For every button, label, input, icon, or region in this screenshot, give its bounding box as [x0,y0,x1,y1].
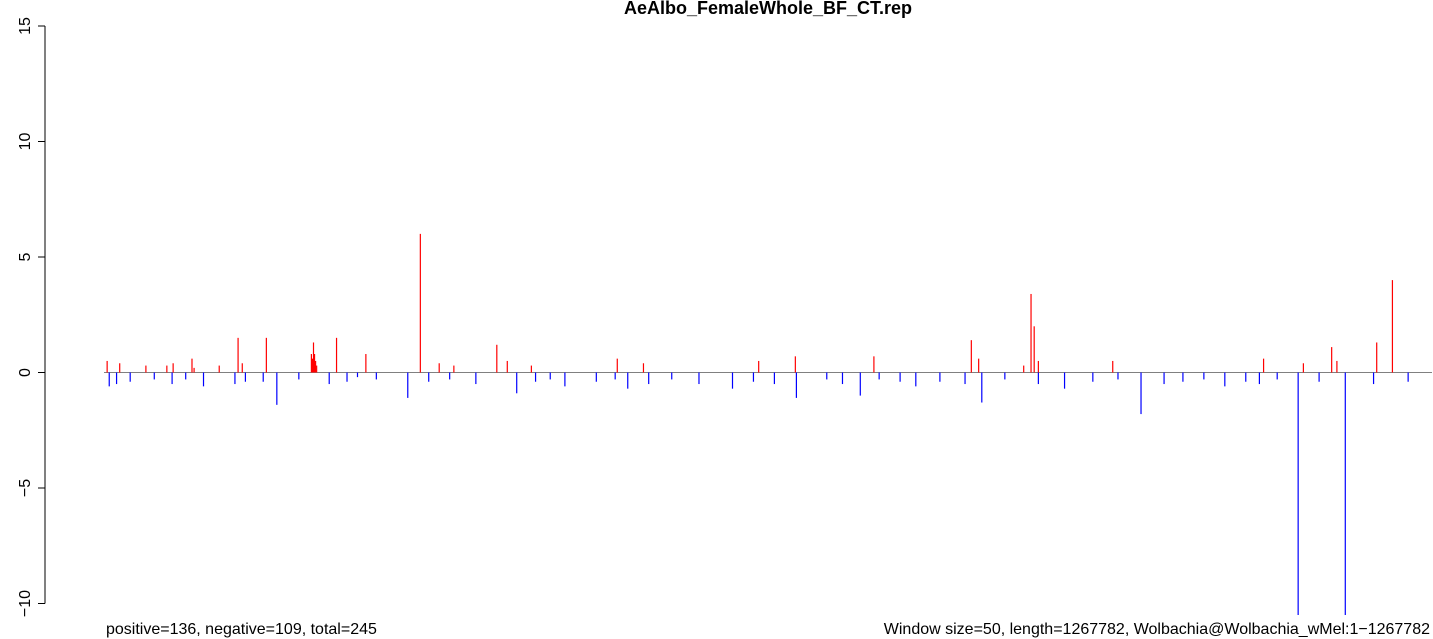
window-summary: Window size=50, length=1267782, Wolbachi… [884,621,1430,638]
positive-series [106,233,1394,373]
y-tick-label: 10 [17,133,34,151]
y-tick-label: 0 [17,368,34,377]
count-summary: positive=136, negative=109, total=245 [106,621,377,638]
y-tick-label: −5 [17,479,34,497]
y-tick-label: −10 [17,590,34,617]
y-tick-label: 15 [17,17,34,35]
y-tick-label: 5 [17,252,34,261]
chart-title: AeAlbo_FemaleWhole_BF_CT.rep [624,0,912,18]
y-axis: −10 −5 0 5 10 15 [17,17,46,617]
negative-series [108,372,1409,616]
